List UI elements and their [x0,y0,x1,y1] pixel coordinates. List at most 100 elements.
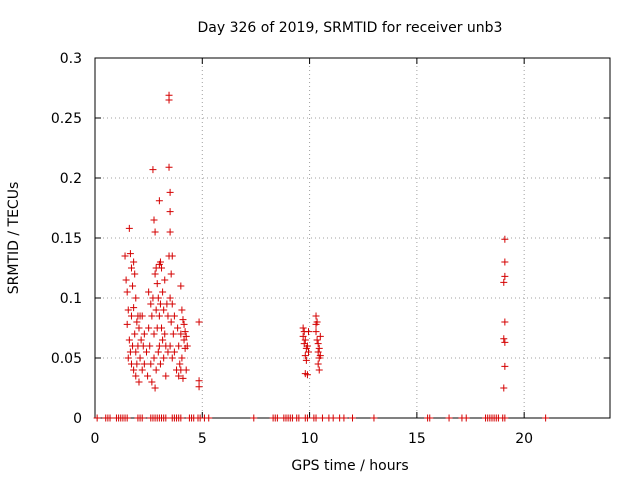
grid-layer [95,58,610,418]
data-point [131,330,139,338]
data-point [179,316,187,324]
data-point [162,372,170,380]
data-point [316,352,324,360]
data-point [152,306,160,314]
data-point [501,414,509,422]
data-point [165,163,173,171]
data-point [183,342,191,350]
data-point [140,330,148,338]
data-point [144,372,152,380]
data-point [168,252,176,260]
data-point [312,328,320,336]
data-point [340,414,348,422]
data-point [177,414,185,422]
data-point [542,414,550,422]
data-point [146,342,154,350]
y-tick-label: 0.3 [60,51,82,67]
data-point [151,270,159,278]
data-point [156,300,164,308]
data-point [125,336,133,344]
data-point [162,414,170,422]
data-point [131,270,139,278]
data-point [164,312,172,320]
data-point [123,414,131,422]
data-point [137,336,145,344]
data-point [168,354,176,362]
data-point [127,264,135,272]
data-point [305,328,313,336]
y-tick-label: 0 [73,411,82,427]
data-point [182,332,190,340]
y-tick-label: 0.1 [60,291,82,307]
data-point [175,372,183,380]
data-point [138,312,146,320]
data-point [140,360,148,368]
data-point [133,318,141,326]
data-point [130,258,138,266]
data-point [501,272,509,280]
data-point [166,342,174,350]
x-tick-label: 20 [515,431,533,447]
data-point [148,312,156,320]
x-tick-label: 5 [198,431,207,447]
y-tick-label: 0.05 [51,351,82,367]
data-point [170,312,178,320]
data-point [156,360,164,368]
x-axis-label: GPS time / hours [291,458,408,474]
data-point [169,330,177,338]
data-point [155,342,163,350]
data-point [167,318,175,326]
data-point [138,366,146,374]
data-point [314,348,322,356]
x-tick-label: 15 [408,431,426,447]
data-point [166,208,174,216]
data-point [178,354,186,362]
data-point [160,354,168,362]
data-point [135,324,143,332]
chart-title: Day 326 of 2019, SRMTID for receiver unb… [198,20,503,36]
data-point [500,278,508,286]
data-point [318,414,326,422]
data-point [151,384,159,392]
data-point [155,197,163,205]
data-point [138,414,146,422]
data-point [314,340,322,348]
tick-layer: 0 0.05 0.1 0.15 0.2 0.25 0.3 0 5 10 15 20 [51,51,610,447]
y-tick-label: 0.25 [51,111,82,127]
data-point [150,354,158,362]
data-point [130,304,138,312]
data-point [174,324,182,332]
data-point [182,366,190,374]
data-point [159,288,167,296]
data-point [145,288,153,296]
data-point [303,342,311,350]
data-point [132,294,140,302]
data-point [106,414,114,422]
data-point [152,366,160,374]
data-point [301,352,309,360]
y-axis-label: SRMTID / TECUs [6,182,22,295]
data-point [349,414,356,422]
data-point [370,414,378,422]
data-point [136,354,144,362]
data-point [312,414,320,422]
data-point [124,354,132,362]
data-point [168,300,176,308]
data-point [312,312,320,320]
data-point [148,378,156,386]
data-point [147,300,155,308]
data-point [139,342,147,350]
data-point [314,360,322,368]
data-point [147,360,155,368]
data-point [156,258,164,266]
data-point [166,188,174,196]
y-tick-label: 0.15 [51,231,82,247]
data-point [133,360,141,368]
data-point [250,414,258,422]
data-point [303,414,311,422]
data-point [123,288,131,296]
data-point [305,348,313,356]
data-point [329,414,337,422]
data-point [125,224,133,232]
data-point [158,264,166,272]
